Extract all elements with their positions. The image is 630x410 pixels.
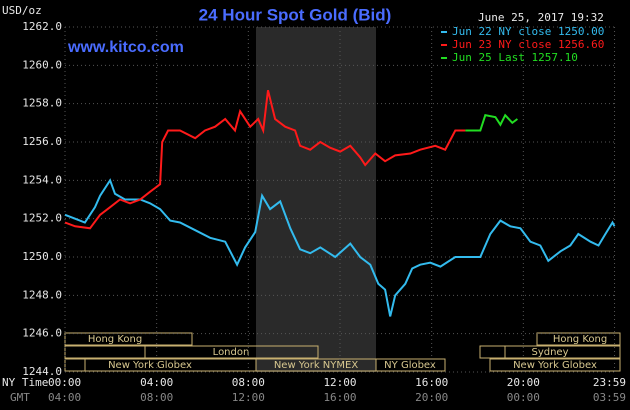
timestamp: June 25, 2017 19:32 [478,11,604,24]
y-tick-label: 1256.0 [22,135,62,148]
x-tick-label: 12:00 [323,376,356,389]
session-box [144,345,319,359]
x2-tick-label: 16:00 [323,391,356,404]
price-line [64,178,616,317]
x-tick-label: 23:59 [593,376,626,389]
session-box [64,345,146,359]
x2-tick-label: 00:00 [507,391,540,404]
y-tick-label: 1244.0 [22,365,62,378]
session-box [536,332,621,346]
x2-row-label: GMT [10,391,30,404]
session-box [64,358,86,372]
session-label: New York NYMEX [274,360,359,371]
x2-tick-label: 04:00 [48,391,81,404]
session-box [375,358,446,372]
x-tick-label: 16:00 [415,376,448,389]
y-axis-label: USD/oz [2,4,42,17]
session-label: Sydney [531,347,568,358]
price-line [64,89,466,230]
legend-label: Jun 22 NY close 1250.00 [452,25,604,38]
y-tick-label: 1262.0 [22,20,62,33]
x-tick-label: 20:00 [507,376,540,389]
x-tick-label: 08:00 [232,376,265,389]
y-tick-label: 1246.0 [22,327,62,340]
y-tick-label: 1260.0 [22,58,62,71]
legend-label: Jun 25 Last 1257.10 [452,51,578,64]
nymex-shade [256,27,376,372]
session-label: New York Globex [108,360,192,371]
x-tick-label: 00:00 [48,376,81,389]
price-line [465,113,518,132]
session-label: New York Globex [513,360,597,371]
legend-label: Jun 23 NY close 1256.60 [452,38,604,51]
x2-tick-label: 20:00 [415,391,448,404]
y-tick-label: 1252.0 [22,212,62,225]
session-box [504,345,621,359]
sessions: Hong Kong London New York Globex New Yor… [64,332,621,372]
x2-tick-label: 03:59 [593,391,626,404]
chart-title: 24 Hour Spot Gold (Bid) [199,5,392,24]
y-tick-label: 1258.0 [22,97,62,110]
x-row-label: NY Time [2,376,48,389]
session-box [479,345,506,359]
session-label: NY Globex [384,360,436,371]
session-label: London [213,347,250,358]
session-box [489,358,621,372]
y-tick-label: 1250.0 [22,250,62,263]
source: www.kitco.com [67,39,184,56]
x2-tick-label: 12:00 [232,391,265,404]
x2-tick-label: 08:00 [140,391,173,404]
y-tick-label: 1248.0 [22,288,62,301]
session-label: Hong Kong [88,334,142,345]
session-label: Hong Kong [553,334,607,345]
y-tick-label: 1254.0 [22,173,62,186]
x-tick-label: 04:00 [140,376,173,389]
